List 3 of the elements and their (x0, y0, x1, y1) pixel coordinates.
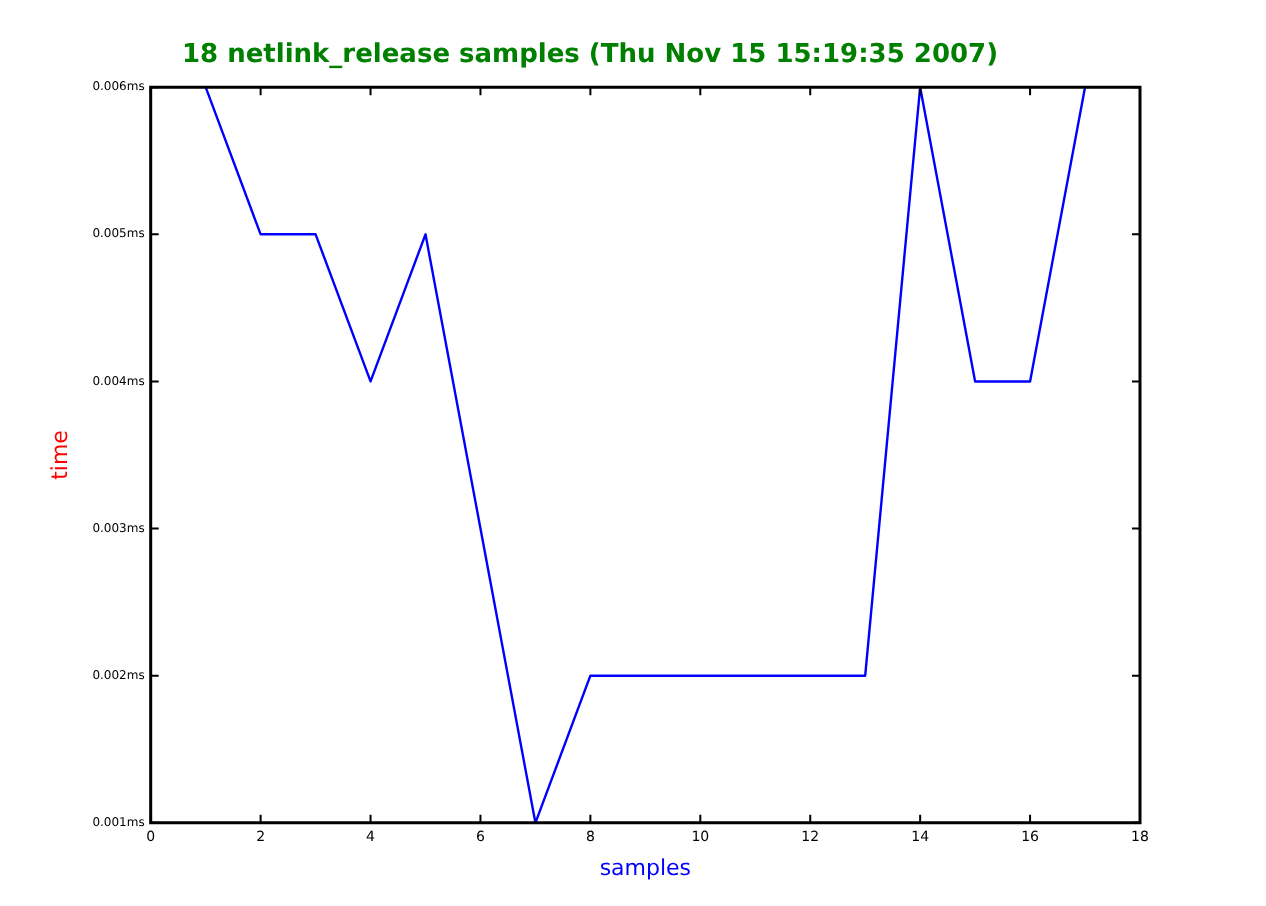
chart-title: 18 netlink_release samples (Thu Nov 15 15:19:35 2007) (181, 40, 999, 71)
y-axis-title: time (46, 429, 73, 480)
x-axis-title: samples (599, 854, 692, 881)
